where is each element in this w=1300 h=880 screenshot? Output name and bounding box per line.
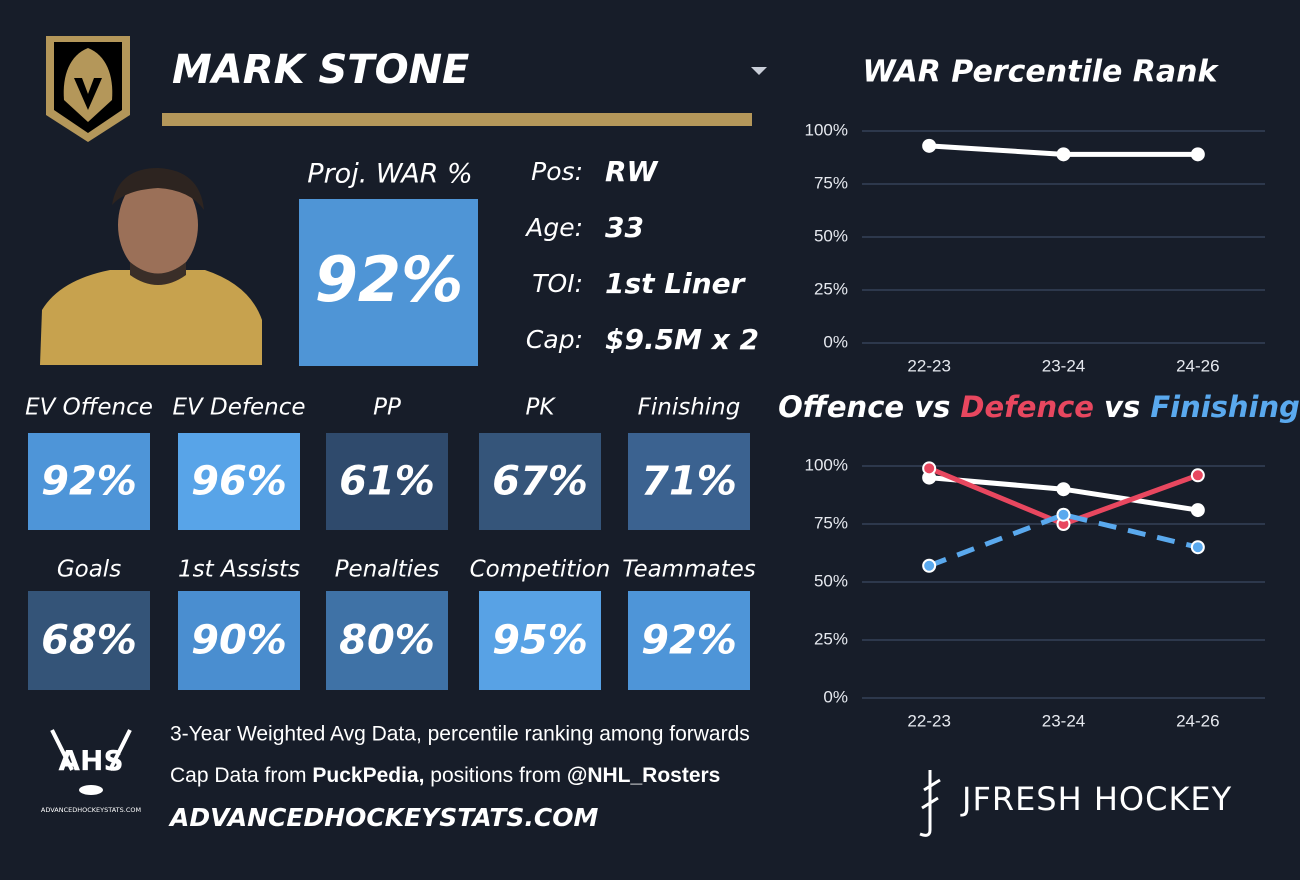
gold-bar	[162, 113, 752, 126]
tile-label: Finishing	[638, 395, 741, 421]
tile	[326, 433, 448, 530]
ahs-caption: ADVANCEDHOCKEYSTATS.COM	[41, 806, 141, 814]
tile	[326, 591, 448, 690]
footer-text: positions from	[424, 764, 566, 787]
ahs-logo: AHS ADVANCEDHOCKEYSTATS.COM	[41, 729, 141, 814]
y-tick-label: 25%	[814, 279, 848, 298]
player-photo	[40, 168, 262, 365]
team-logo	[46, 36, 130, 142]
y-tick-label: 50%	[814, 226, 848, 245]
tile-label: Goals	[57, 557, 121, 583]
row-value: 1st Liner	[605, 267, 747, 300]
line	[928, 512, 1199, 569]
tile-label: 1st Assists	[178, 557, 300, 583]
footer-site: ADVANCEDHOCKEYSTATS.COM	[168, 803, 599, 832]
proj-label: Proj. WAR %	[307, 159, 472, 190]
y-tick-label: 100%	[805, 455, 848, 474]
tile-value: 71%	[641, 459, 737, 505]
row-label: Cap:	[526, 325, 583, 354]
point	[1190, 503, 1205, 518]
row-label: Pos:	[531, 157, 583, 186]
point	[1190, 147, 1205, 162]
footer-text: @NHL_Rosters	[567, 764, 721, 787]
tile	[178, 433, 300, 530]
row-value: 33	[605, 211, 644, 244]
tile-label: EV Offence	[25, 395, 153, 421]
tile-value: 68%	[41, 618, 137, 664]
tile-value: 92%	[641, 618, 737, 664]
row-label: Age:	[524, 213, 583, 242]
ahs-text: AHS	[58, 744, 123, 777]
legend-entry: Finishing	[1150, 390, 1300, 424]
row-value: RW	[605, 155, 659, 188]
tile-label: Teammates	[622, 557, 756, 583]
point	[1056, 507, 1071, 522]
tile	[28, 591, 150, 690]
row-value: $9.5M x 2	[605, 323, 759, 356]
title-joiner: vs	[904, 390, 960, 424]
point	[922, 558, 937, 573]
tile-label: Competition	[470, 557, 611, 583]
y-tick-label: 0%	[823, 687, 848, 706]
footer-text: PuckPedia,	[312, 764, 424, 787]
tile	[479, 591, 601, 690]
x-tick-label: 24-26	[1176, 356, 1219, 375]
tile	[628, 433, 750, 530]
point	[1056, 147, 1071, 162]
y-tick-label: 75%	[814, 173, 848, 192]
tile-value: 96%	[191, 459, 287, 505]
proj-value: 92%	[315, 243, 463, 316]
x-tick-label: 22-23	[907, 356, 950, 375]
footer-line: 3-Year Weighted Avg Data, percentile ran…	[170, 723, 750, 746]
point	[1190, 468, 1205, 483]
x-tick-label: 23-24	[1042, 711, 1085, 730]
tile-label: EV Defence	[172, 395, 305, 421]
tile-label: PP	[373, 395, 401, 421]
tile	[479, 433, 601, 530]
tile-value: 90%	[191, 618, 287, 664]
chart-title: Offence vs Defence vs Finishing	[778, 390, 1300, 424]
row-label: TOI:	[532, 269, 583, 298]
point	[1190, 540, 1205, 555]
jfresh-logo: JFRESH HOCKEY	[919, 770, 1232, 837]
y-tick-label: 75%	[814, 513, 848, 532]
legend-entry: Offence	[778, 390, 904, 424]
tile-label: PK	[526, 395, 557, 421]
title-joiner: vs	[1094, 390, 1150, 424]
point	[922, 461, 937, 476]
point	[922, 138, 937, 153]
proj-box	[299, 199, 478, 366]
tile	[628, 591, 750, 690]
brand: JFRESH HOCKEY	[960, 780, 1232, 818]
y-tick-label: 0%	[823, 332, 848, 351]
legend-entry: Defence	[960, 390, 1094, 424]
dropdown-arrow[interactable]	[751, 67, 767, 75]
footer-text: Cap Data from	[170, 764, 312, 787]
tile	[178, 591, 300, 690]
footer-line: Cap Data from PuckPedia, positions from …	[170, 764, 720, 787]
tile-value: 61%	[339, 459, 435, 505]
player-name: MARK STONE	[172, 47, 469, 93]
y-tick-label: 25%	[814, 629, 848, 648]
tile-value: 92%	[41, 459, 137, 505]
y-tick-label: 100%	[805, 120, 848, 139]
tile-label: Penalties	[335, 557, 440, 583]
x-tick-label: 22-23	[907, 711, 950, 730]
x-tick-label: 23-24	[1042, 356, 1085, 375]
chart-title: WAR Percentile Rank	[863, 55, 1220, 90]
tile-value: 67%	[492, 459, 588, 505]
x-tick-label: 24-26	[1176, 711, 1219, 730]
y-tick-label: 50%	[814, 571, 848, 590]
point	[1056, 482, 1071, 497]
tile-value: 80%	[339, 618, 435, 664]
tile-value: 95%	[492, 618, 588, 664]
tile	[28, 433, 150, 530]
